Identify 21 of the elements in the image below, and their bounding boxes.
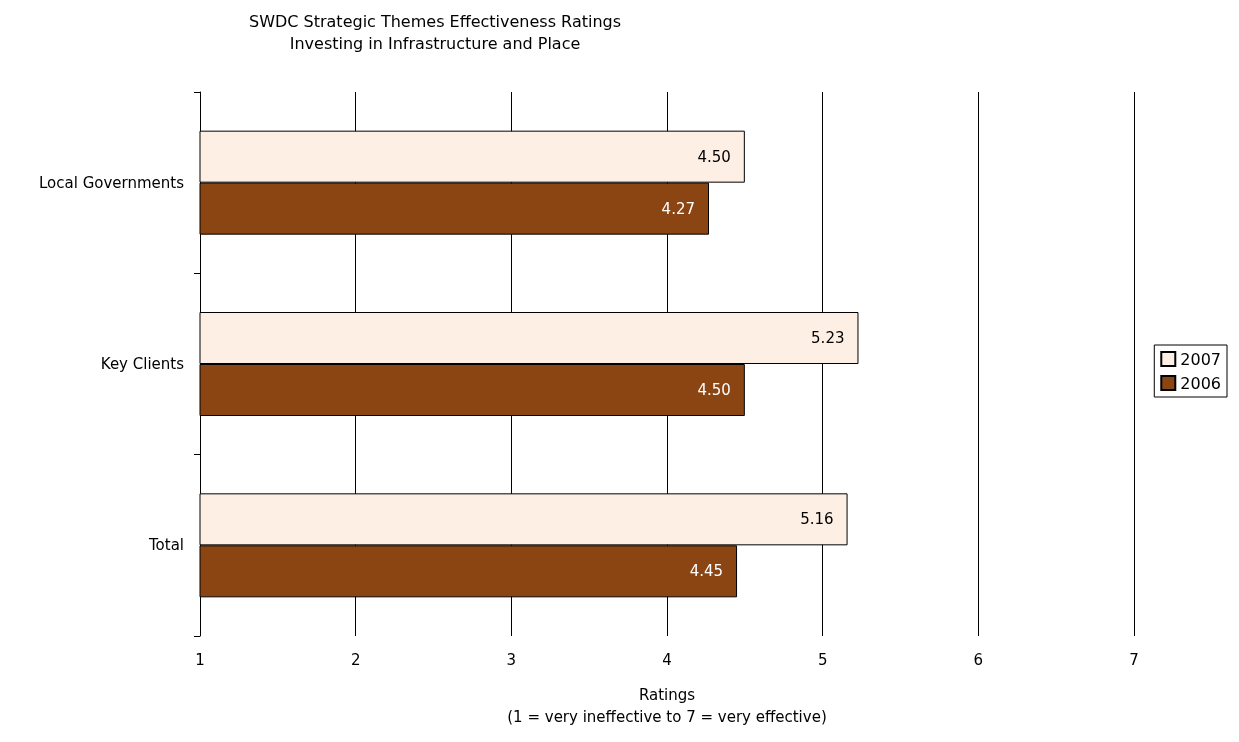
y-tick-label: Local Governments	[38, 173, 185, 192]
y-tick-label: Total	[147, 536, 184, 555]
chart-title: SWDC Strategic Themes Effectiveness Ratings	[248, 11, 622, 31]
y-tick-label: Key Clients	[100, 355, 185, 373]
chart-subtitle: Investing in Infrastructure and Place	[289, 33, 581, 53]
data-label: 5.23	[811, 329, 845, 347]
x-tick-label: 5	[817, 650, 828, 669]
x-tick-label: 3	[506, 650, 517, 669]
data-label: 4.45	[689, 562, 724, 581]
x-tick-label: 7	[1129, 650, 1139, 669]
data-label: 5.16	[800, 510, 834, 529]
data-label: 4.27	[661, 199, 696, 218]
legend-label: 2006	[1180, 373, 1221, 393]
x-axis-title: Ratings (1 = very ineffective to 7 = very effective)	[507, 686, 827, 726]
data-label: 4.50	[697, 381, 731, 399]
data-label: 4.50	[697, 147, 731, 166]
x-tick-label: 1	[195, 650, 205, 669]
x-tick-label: 4	[662, 650, 672, 669]
x-tick-label: 2	[350, 650, 361, 669]
legend-label: 2007	[1180, 349, 1221, 369]
x-tick-label: 6	[973, 650, 984, 669]
